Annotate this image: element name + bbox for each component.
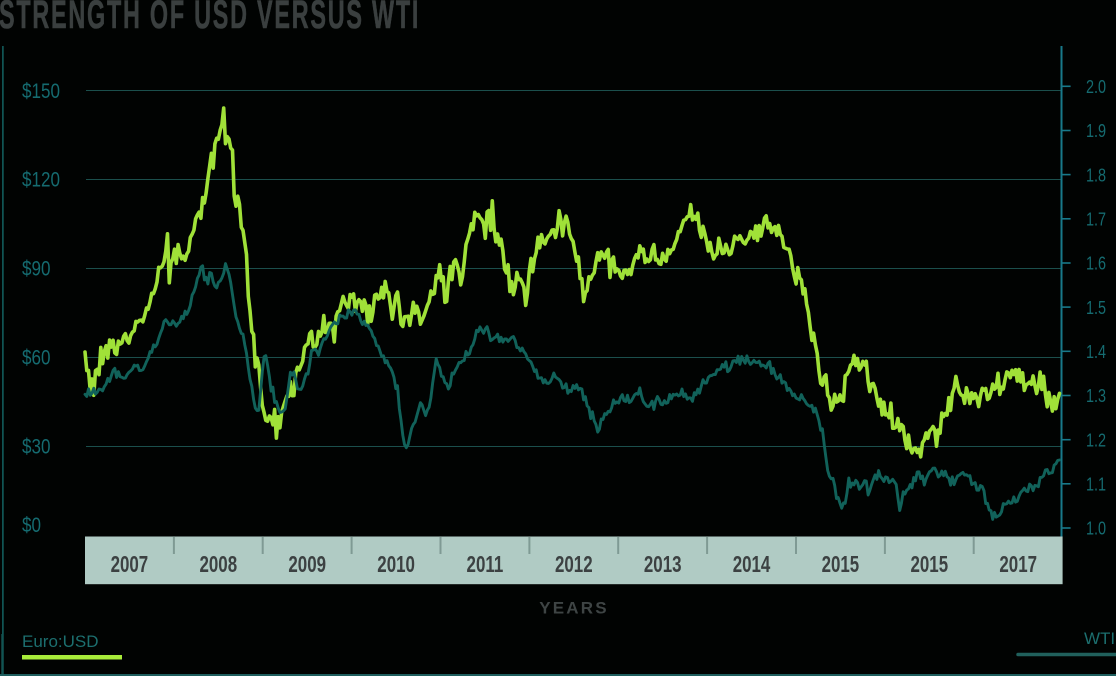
svg-text:1.5: 1.5 (1086, 297, 1106, 318)
svg-text:$0: $0 (22, 515, 41, 538)
svg-text:WTI: WTI (1084, 629, 1115, 648)
svg-text:2010: 2010 (377, 551, 415, 577)
svg-text:2014: 2014 (733, 551, 771, 577)
svg-text:1.3: 1.3 (1086, 385, 1106, 406)
svg-text:$120: $120 (22, 169, 60, 192)
svg-text:$30: $30 (22, 436, 50, 459)
svg-text:1.2: 1.2 (1086, 430, 1106, 451)
svg-text:2012: 2012 (555, 551, 593, 577)
svg-text:2009: 2009 (288, 551, 326, 577)
svg-text:2007: 2007 (111, 551, 149, 577)
svg-text:$150: $150 (22, 81, 60, 104)
svg-text:YEARS: YEARS (539, 599, 609, 618)
svg-text:1.1: 1.1 (1086, 474, 1106, 495)
svg-text:2015: 2015 (910, 551, 948, 577)
svg-text:1.9: 1.9 (1086, 120, 1106, 141)
svg-text:1.7: 1.7 (1086, 209, 1106, 230)
svg-text:1.6: 1.6 (1086, 253, 1106, 274)
svg-text:2013: 2013 (644, 551, 682, 577)
svg-text:2015: 2015 (822, 551, 860, 577)
svg-text:2017: 2017 (999, 551, 1037, 577)
svg-text:2.0: 2.0 (1086, 76, 1106, 97)
svg-text:STRENGTH OF USD VERSUS WTI: STRENGTH OF USD VERSUS WTI (0, 0, 420, 37)
svg-text:Euro:USD: Euro:USD (22, 632, 99, 651)
svg-text:1.0: 1.0 (1086, 518, 1106, 539)
svg-text:$60: $60 (22, 347, 50, 370)
svg-text:1.8: 1.8 (1086, 165, 1106, 186)
svg-text:1.4: 1.4 (1086, 341, 1106, 362)
svg-text:2011: 2011 (467, 551, 504, 577)
svg-text:$90: $90 (22, 258, 50, 281)
svg-text:2008: 2008 (199, 551, 237, 577)
